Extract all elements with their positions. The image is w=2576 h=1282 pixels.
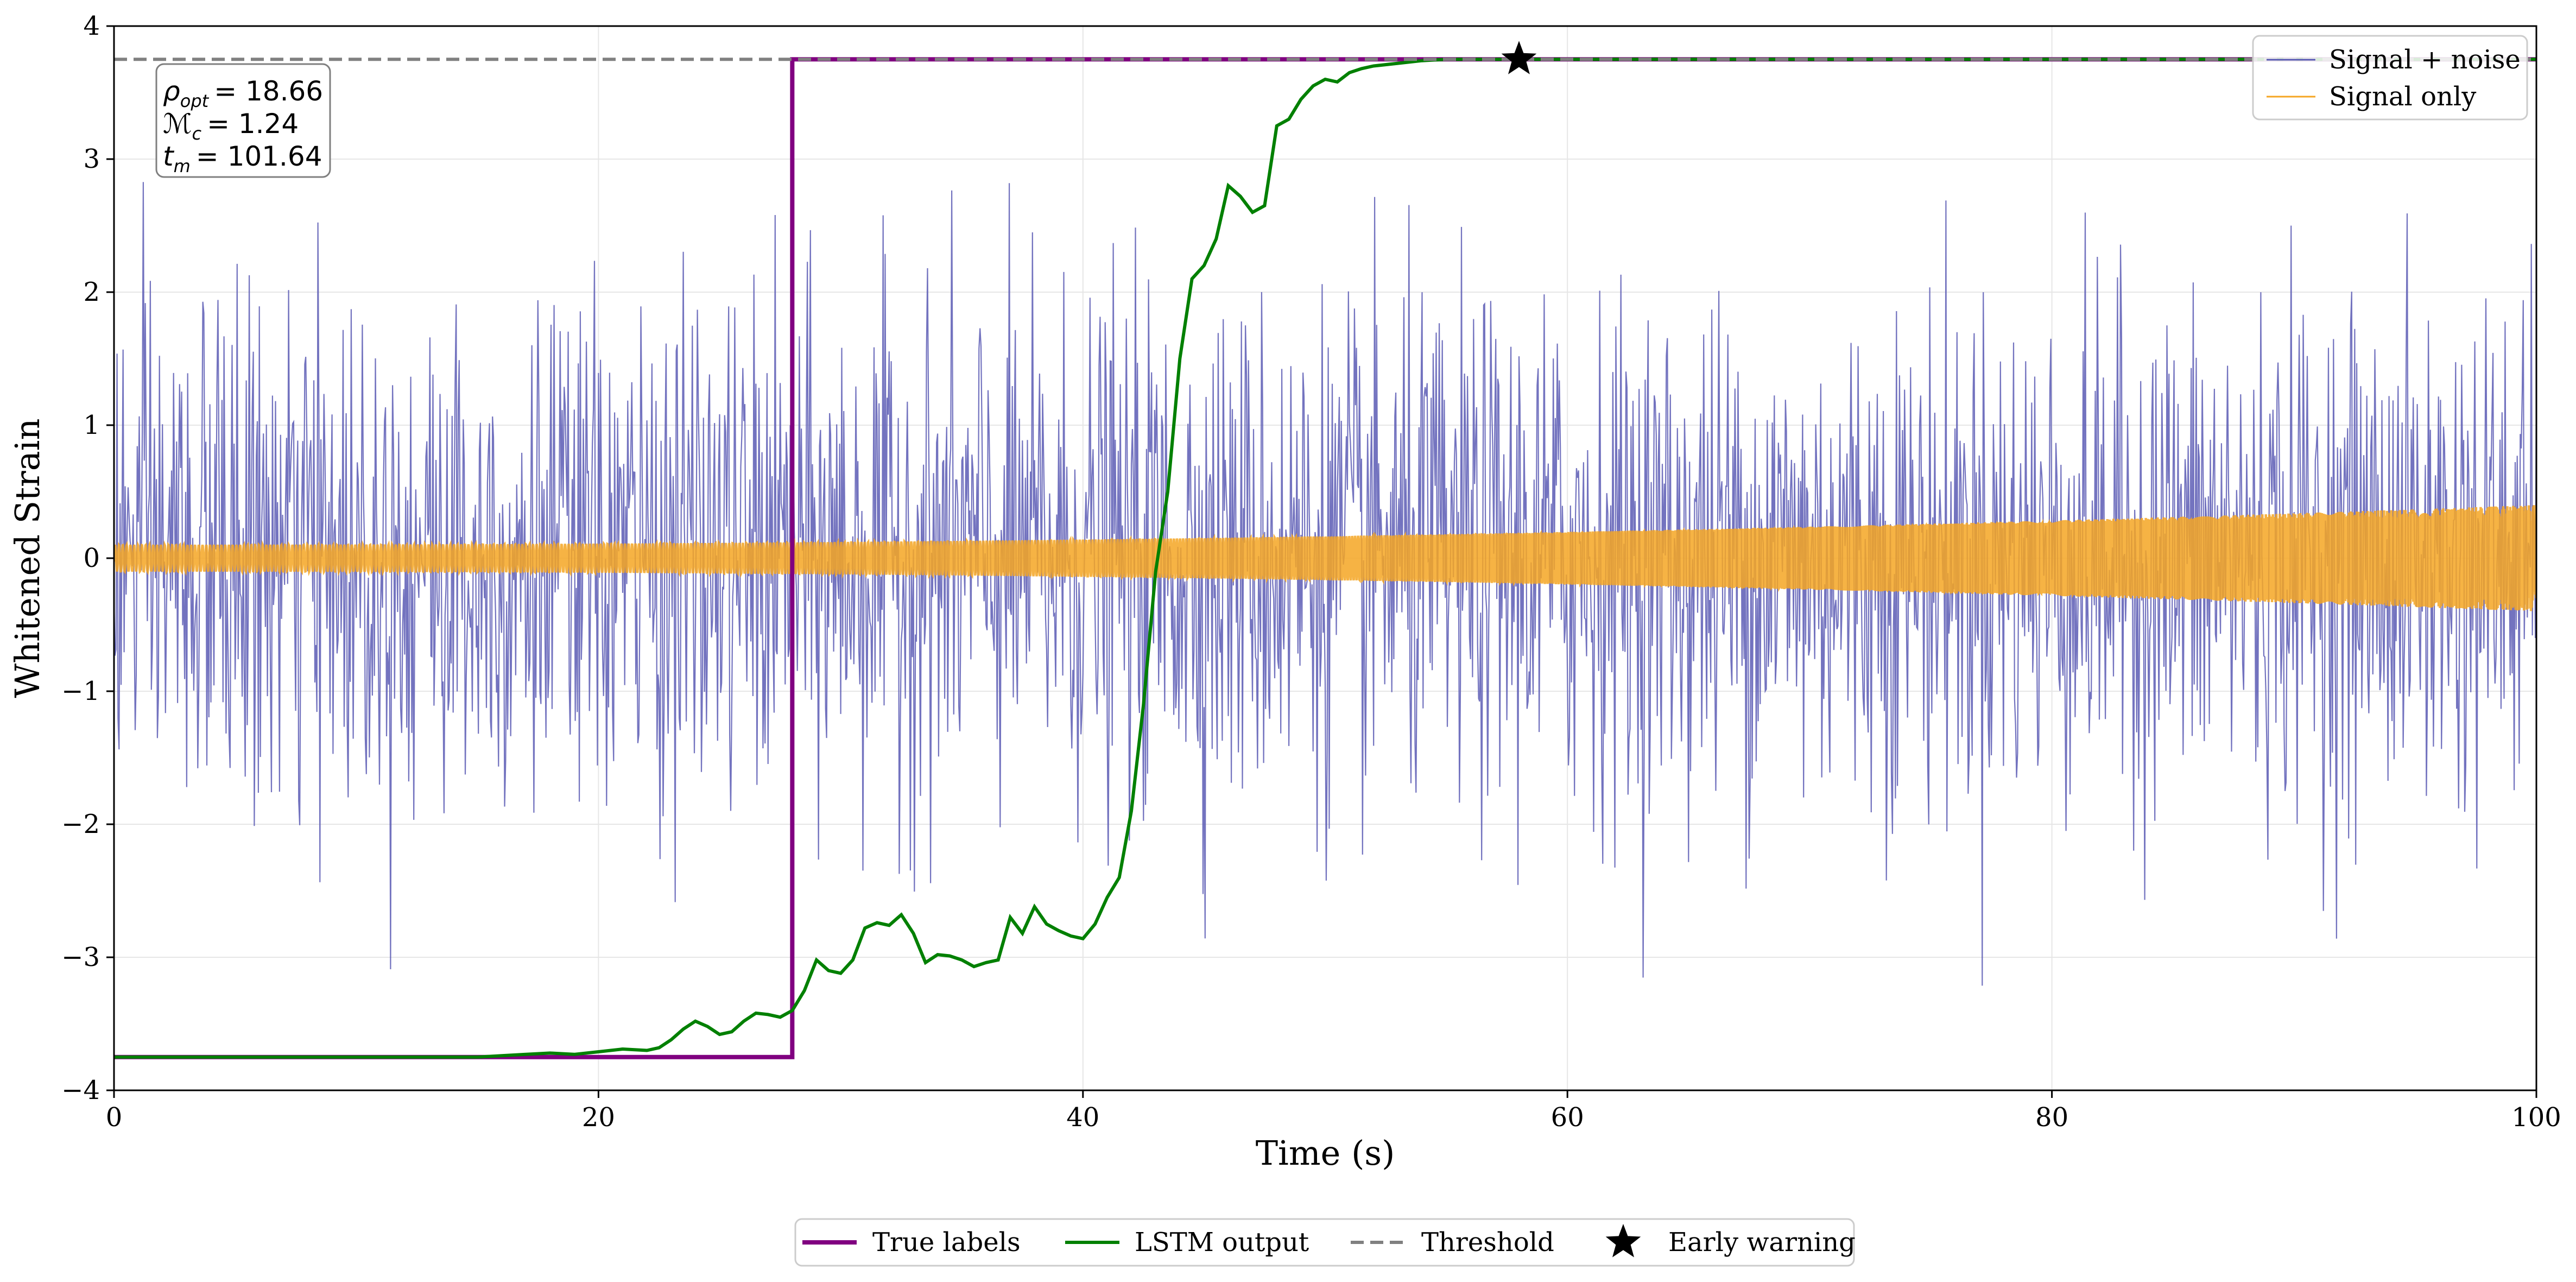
- lower-legend-label-true-labels: True labels: [872, 1227, 1021, 1258]
- y-tick-label: −3: [61, 942, 100, 972]
- y-tick-label: 1: [83, 410, 100, 440]
- lower-legend: True labels LSTM output Threshold Early …: [794, 1218, 1856, 1267]
- plot-data: [114, 41, 2536, 1059]
- x-tick-label: 60: [1551, 1102, 1584, 1133]
- y-tick-label: 3: [83, 144, 100, 174]
- upper-legend-label-signal-only: Signal only: [2329, 81, 2476, 112]
- annotation-box: [155, 63, 331, 178]
- y-tick-label: 4: [83, 11, 100, 41]
- parameter-annotation: ρopt = 18.66 ℳc = 1.24 tm = 101.64: [155, 63, 331, 178]
- y-axis-title: Whitened Strain: [8, 419, 47, 698]
- annotation-chirp-mass: ℳc = 1.24: [163, 108, 299, 144]
- annotation-rho-opt: ρopt = 18.66: [163, 75, 323, 111]
- lower-legend-label-threshold: Threshold: [1421, 1227, 1554, 1258]
- upper-legend-box: [2252, 35, 2528, 121]
- x-tick-label: 0: [106, 1102, 123, 1133]
- x-tick-label: 80: [2035, 1102, 2068, 1133]
- early-warning-star-marker: [1501, 41, 1537, 74]
- y-tick-label: −4: [61, 1075, 100, 1106]
- lower-legend-label-lstm-output: LSTM output: [1135, 1227, 1309, 1258]
- lower-legend-star-icon: [1605, 1224, 1641, 1258]
- lower-legend-box: [794, 1218, 1855, 1267]
- upper-legend-label-signal-noise: Signal + noise: [2329, 45, 2521, 75]
- x-axis-title: Time (s): [1256, 1133, 1395, 1173]
- upper-legend: Signal + noise Signal only: [2252, 35, 2528, 121]
- y-tick-label: 0: [83, 543, 100, 573]
- annotation-merger-time: tm = 101.64: [163, 141, 322, 176]
- series-lstm-output: [114, 58, 2536, 1059]
- series-signal-only: [114, 505, 2536, 611]
- axis-ticks: 0 20 40 60 80 100 −4 −3 −2 −1 0 1 2 3 4: [61, 11, 2561, 1133]
- lower-legend-label-early-warning: Early warning: [1668, 1227, 1856, 1258]
- x-tick-label: 100: [2511, 1102, 2561, 1133]
- y-tick-label: 2: [83, 277, 100, 307]
- y-tick-label: −1: [61, 676, 100, 706]
- x-tick-label: 20: [582, 1102, 615, 1133]
- x-tick-label: 40: [1066, 1102, 1099, 1133]
- y-tick-label: −2: [61, 809, 100, 839]
